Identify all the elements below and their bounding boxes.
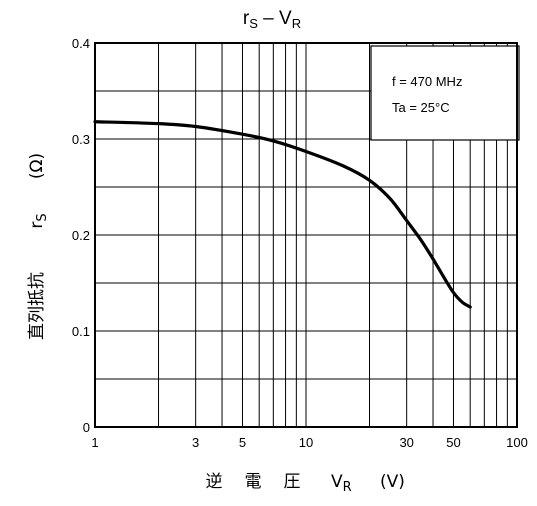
series — [93, 120, 472, 309]
x-label-jp-2: 電 — [245, 472, 262, 492]
condition-frequency: f = 470 MHz — [392, 74, 462, 89]
y-label-jp: 直列抵抗 — [27, 272, 47, 340]
title: rS – VR — [243, 8, 301, 31]
series-line — [93, 120, 472, 309]
y-label-var: rS — [27, 213, 50, 228]
x-tick-label: 5 — [239, 435, 246, 450]
y-tick-label: 0.3 — [72, 132, 90, 147]
chart-title: rS – VR — [243, 8, 301, 31]
y-axis-label: 直列抵抗 rS (Ω) — [27, 153, 50, 340]
legend-frame — [370, 45, 520, 141]
x-label-var: VR — [331, 472, 352, 495]
x-axis-label: 逆 電 圧 VR (V) — [206, 472, 405, 495]
y-tick-label: 0.1 — [72, 324, 90, 339]
x-tick-label: 1 — [91, 435, 98, 450]
legend-box: f = 470 MHz Ta = 25°C — [370, 45, 520, 141]
x-tick-label: 30 — [399, 435, 413, 450]
x-label-jp-1: 逆 — [206, 472, 223, 492]
y-tick-label: 0.4 — [72, 36, 90, 51]
x-tick-label: 50 — [446, 435, 460, 450]
y-tick-label: 0 — [83, 420, 90, 435]
x-label-jp-3: 圧 — [284, 472, 301, 492]
tick-labels: 1 3 5 10 30 50 100 0 0.1 0.2 0.3 0.4 — [72, 36, 528, 450]
x-tick-label: 100 — [506, 435, 528, 450]
y-label-unit: (Ω) — [27, 153, 47, 179]
x-label-unit: (V) — [380, 472, 405, 492]
condition-temperature: Ta = 25°C — [392, 100, 450, 115]
plot-frame — [94, 42, 518, 428]
y-tick-label: 0.2 — [72, 228, 90, 243]
x-tick-label: 3 — [192, 435, 199, 450]
x-tick-label: 10 — [299, 435, 313, 450]
